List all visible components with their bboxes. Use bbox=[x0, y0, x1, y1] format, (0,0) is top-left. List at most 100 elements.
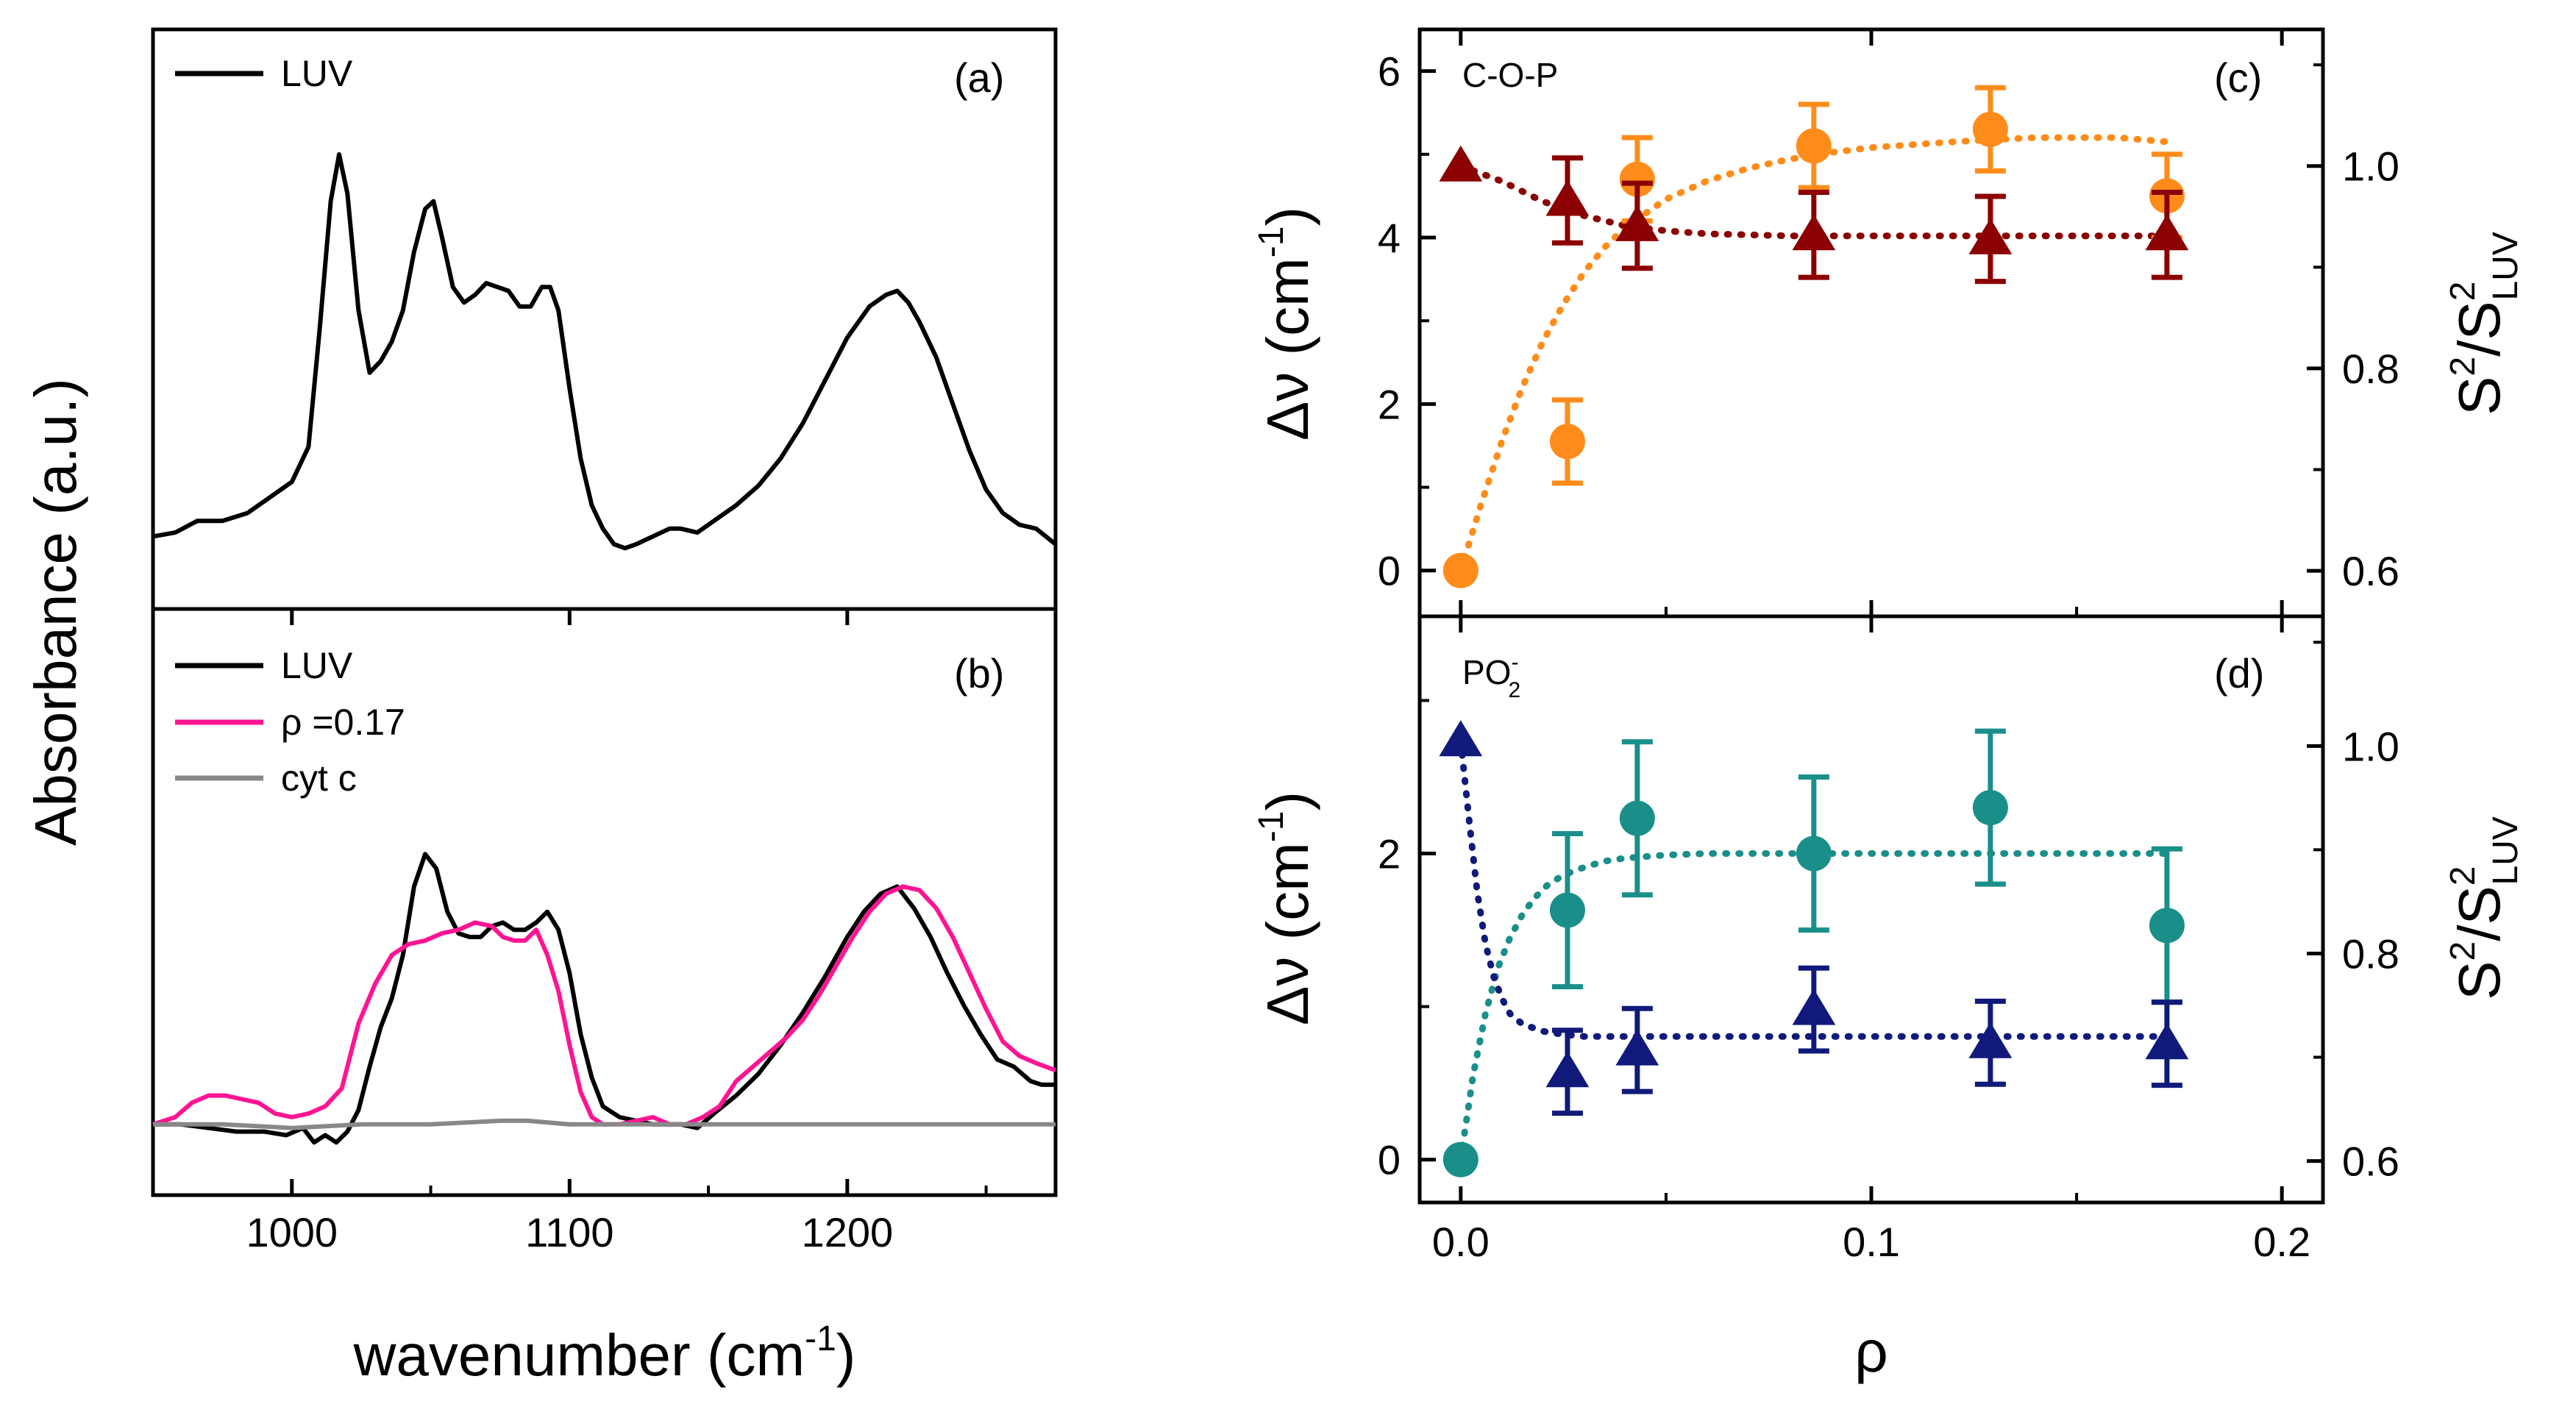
panel-c-series-0-point bbox=[1442, 552, 1479, 588]
panel-d-series-0-point bbox=[1442, 1141, 1479, 1177]
d-right-axis-title: S2/S2 LUV bbox=[2444, 816, 2525, 1000]
c-left-title-main: Δν (cm bbox=[1255, 257, 1320, 441]
panel-c-series-0-point bbox=[1549, 424, 1585, 460]
left-x-tick-label: 1100 bbox=[525, 1209, 613, 1255]
panel-d-series-0-point bbox=[1972, 790, 2008, 826]
panel-d-series-1-point bbox=[2145, 1023, 2189, 1060]
panel-c-series-0-point bbox=[1619, 161, 1655, 197]
c-right-title-sub: LUV bbox=[2486, 232, 2525, 300]
panel-c-series-1-point bbox=[1792, 214, 1836, 251]
panel-b-plot bbox=[152, 852, 1057, 1145]
panel-c-series-0-fit bbox=[1457, 134, 2171, 574]
panel-b: LUV ρ =0.17 cyt c (b) bbox=[151, 607, 1058, 1197]
panel-c-left-tick-label: 4 bbox=[1378, 215, 1401, 261]
panel-d-series-1-point bbox=[1792, 988, 1836, 1025]
d-right-title-sup2: 2 bbox=[2444, 866, 2483, 886]
panel-c-annotation: C-O-P bbox=[1462, 56, 1558, 94]
right-x-axis-title: ρ bbox=[1854, 1319, 1888, 1384]
panel-d-right-tick-label: 0.6 bbox=[2342, 1138, 2399, 1185]
panel-c-series-1-point bbox=[1545, 179, 1590, 216]
panel-d-series-1-point bbox=[1615, 1029, 1659, 1066]
d-right-title-s: S bbox=[2447, 961, 2512, 1000]
left-x-title-close: ) bbox=[836, 1322, 856, 1388]
d-left-title-sup: -1 bbox=[1252, 811, 1291, 843]
panel-d-series-0-point bbox=[2149, 908, 2185, 944]
panel-b-series-1-line bbox=[152, 884, 1057, 1127]
right-x-tick-label: 0.2 bbox=[2253, 1219, 2310, 1265]
legend-a-luv-label: LUV bbox=[281, 53, 353, 94]
panel-a-label: (a) bbox=[954, 54, 1004, 101]
c-left-title-close: ) bbox=[1255, 207, 1320, 227]
panel-c-right-tick-label: 0.8 bbox=[2342, 346, 2399, 392]
annot-d-sup: - bbox=[1511, 650, 1518, 674]
panel-d-left-tick-label: 0 bbox=[1378, 1137, 1401, 1183]
legend-b-cytc-label: cyt c bbox=[281, 758, 357, 799]
c-right-title-sup2: 2 bbox=[2444, 282, 2483, 302]
panel-b-label: (b) bbox=[954, 650, 1004, 696]
panel-d: PO- 2 (d) bbox=[1417, 614, 2325, 1205]
panel-c-series-1-point bbox=[2145, 214, 2189, 251]
c-right-axis-title: S2/S2 LUV bbox=[2444, 232, 2525, 416]
d-left-axis-title: Δν (cm-1) bbox=[1252, 791, 1320, 1025]
legend-b-rho-label: ρ =0.17 bbox=[281, 702, 405, 743]
panel-c-series-0-point bbox=[1972, 111, 2008, 147]
panel-d-label: (d) bbox=[2214, 650, 2264, 696]
c-right-title-slash: /S bbox=[2447, 301, 2512, 357]
panel-c-series-1-point bbox=[1968, 218, 2013, 254]
panel-d-series-0-point bbox=[1796, 835, 1832, 872]
panel-c-series-1-point bbox=[1615, 204, 1659, 241]
panel-c-right-tick-label: 0.6 bbox=[2342, 548, 2399, 594]
panel-d-left-tick-label: 2 bbox=[1378, 831, 1401, 877]
left-x-axis-title: wavenumber (cm-1) bbox=[353, 1319, 856, 1388]
c-left-title-sup: -1 bbox=[1252, 227, 1291, 258]
annot-d-sub: 2 bbox=[1508, 678, 1520, 702]
d-left-title-close: ) bbox=[1255, 791, 1320, 811]
left-x-title-sup: -1 bbox=[805, 1319, 836, 1358]
panel-d-plot bbox=[1439, 720, 2189, 1177]
panel-c-series-0-point bbox=[1796, 128, 1832, 164]
panel-b-series-2-line bbox=[153, 1118, 1056, 1130]
left-x-axis-ticks: 1000 1100 1200 bbox=[152, 609, 988, 1255]
panel-c-left-tick-label: 6 bbox=[1378, 49, 1401, 95]
panel-c: C-O-P (c) bbox=[1417, 27, 2325, 619]
panel-c-right-tick-label: 1.0 bbox=[2342, 143, 2399, 190]
panel-c-series-1-fit bbox=[1457, 163, 2171, 240]
panel-b-frame bbox=[151, 607, 1058, 1197]
left-x-title-main: wavenumber (cm bbox=[353, 1322, 805, 1388]
d-right-title-slash: /S bbox=[2447, 885, 2512, 941]
panel-d-right-tick-label: 1.0 bbox=[2342, 723, 2399, 769]
d-right-title-sup1: 2 bbox=[2444, 941, 2483, 961]
panel-d-series-1-fit bbox=[1457, 737, 2171, 1040]
panel-c-left-tick-label: 2 bbox=[1378, 381, 1401, 427]
c-right-title-s: S bbox=[2447, 377, 2512, 416]
d-left-title-main: Δν (cm bbox=[1255, 842, 1320, 1025]
left-x-tick-label: 1000 bbox=[246, 1209, 338, 1255]
panel-d-series-0-point bbox=[1549, 892, 1585, 928]
legend-b-luv-label: LUV bbox=[281, 645, 353, 686]
panel-a: LUV (a) bbox=[151, 27, 1058, 611]
panel-c-left-tick-label: 0 bbox=[1378, 548, 1401, 594]
panel-c-series-1-point bbox=[1439, 145, 1483, 182]
c-right-title-sup1: 2 bbox=[2444, 357, 2483, 377]
c-left-axis-title: Δν (cm-1) bbox=[1252, 207, 1320, 441]
panel-d-series-0-fit bbox=[1457, 850, 2171, 1164]
panel-b-series-0-line bbox=[153, 852, 1056, 1145]
panel-d-annotation: PO- 2 bbox=[1462, 650, 1520, 702]
d-right-title-sub: LUV bbox=[2486, 816, 2525, 885]
panel-d-right-tick-label: 0.8 bbox=[2342, 930, 2399, 977]
panel-a-plot bbox=[152, 152, 1057, 551]
panel-a-series-0-line bbox=[152, 152, 1057, 551]
right-x-tick-label: 0.1 bbox=[1843, 1219, 1900, 1265]
annot-d-main: PO bbox=[1462, 653, 1511, 691]
panel-d-series-0-point bbox=[1619, 800, 1655, 836]
left-x-tick-label: 1200 bbox=[802, 1209, 894, 1255]
panel-d-series-1-point bbox=[1968, 1022, 2013, 1058]
panel-c-label: (c) bbox=[2214, 54, 2262, 101]
panel-d-series-1-point bbox=[1545, 1051, 1590, 1088]
left-y-axis-title: Absorbance (a.u.) bbox=[23, 378, 88, 846]
panel-d-series-1-point bbox=[1439, 720, 1483, 757]
panel-c-plot bbox=[1439, 85, 2189, 588]
right-x-tick-label: 0.0 bbox=[1432, 1219, 1490, 1265]
right-axes-ticks: 0 2 4 6 0.6 0.8 1.0 0 2 0.6 0.8 1.0 0.0 0.1 0.2 bbox=[1378, 29, 2399, 1265]
